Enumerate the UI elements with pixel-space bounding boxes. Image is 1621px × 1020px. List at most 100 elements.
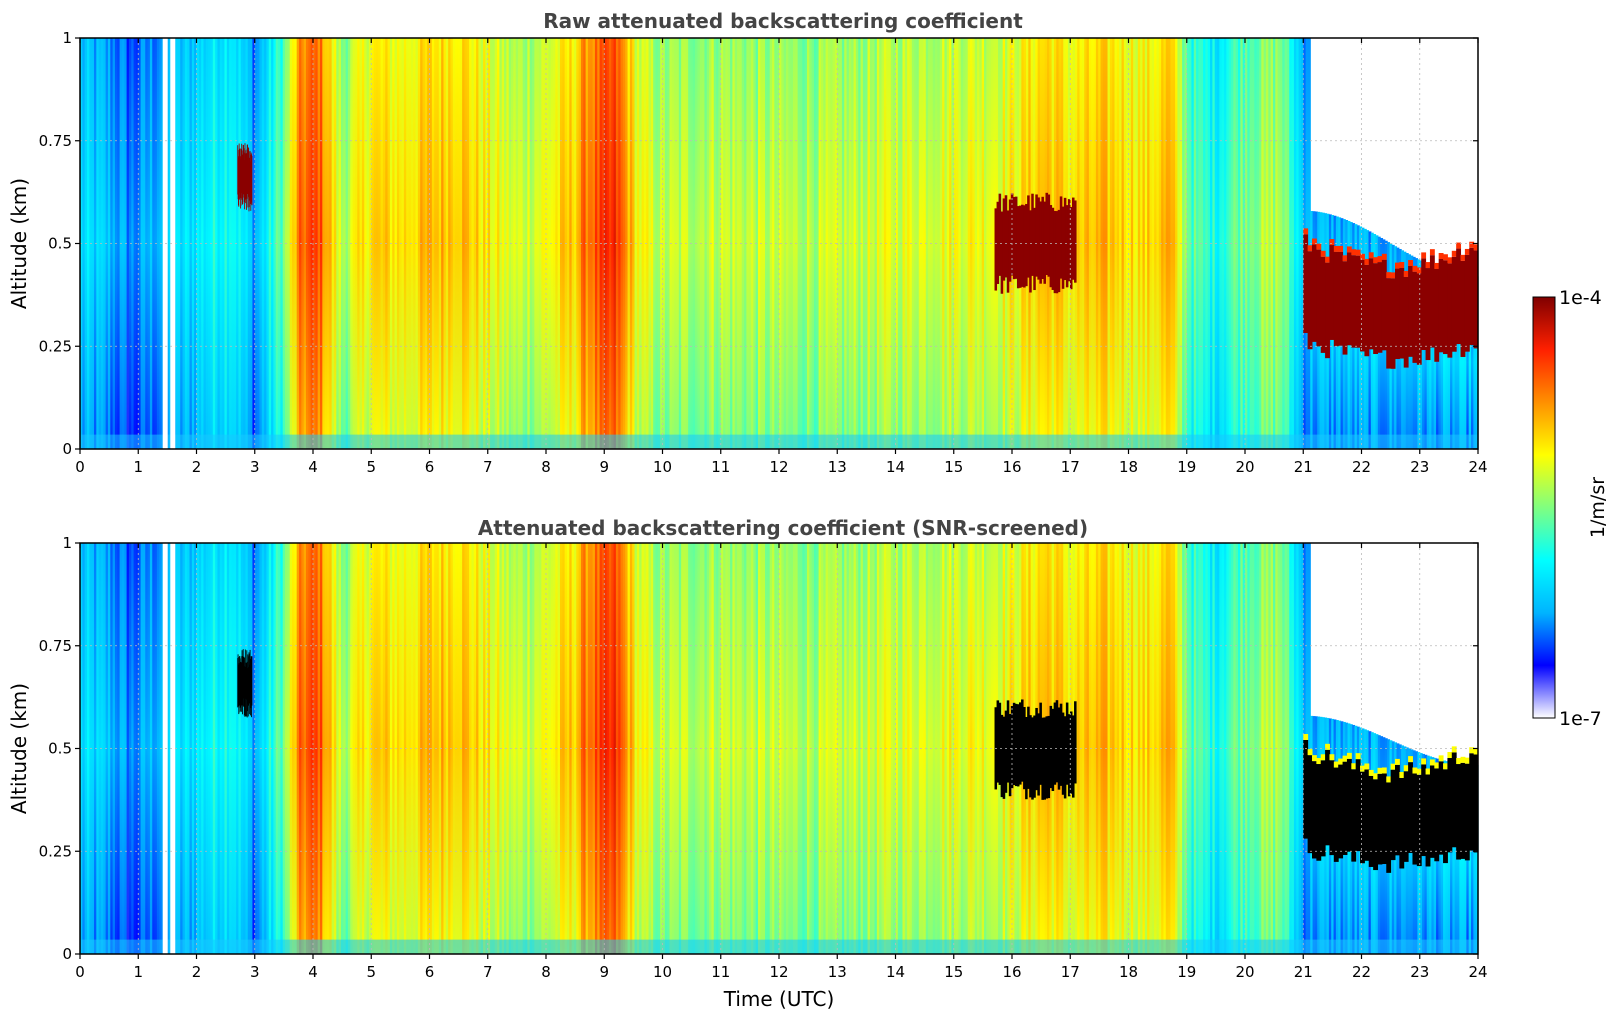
heatmap-column xyxy=(967,543,971,954)
heatmap-column xyxy=(991,38,994,449)
heatmap-column xyxy=(632,543,636,954)
heatmap-column xyxy=(571,38,575,449)
cloud-edge xyxy=(1377,256,1383,263)
heatmap-column xyxy=(1286,543,1290,954)
heatmap-column xyxy=(142,38,146,449)
heatmap-column xyxy=(1268,38,1272,449)
heatmap-column xyxy=(91,38,95,449)
heatmap-column xyxy=(212,543,216,954)
heatmap-column xyxy=(86,543,90,954)
heatmap-column xyxy=(1251,38,1255,449)
heatmap-column xyxy=(382,38,386,449)
heatmap-column xyxy=(1102,543,1106,954)
heatmap-column xyxy=(1128,543,1132,954)
heatmap-column xyxy=(1172,38,1176,449)
cloud-cell xyxy=(996,201,1000,284)
heatmap-column xyxy=(1226,543,1230,954)
heatmap-column xyxy=(1256,38,1260,449)
cloud-edge xyxy=(1351,249,1357,256)
heatmap-column xyxy=(417,38,421,449)
heatmap-column xyxy=(923,543,927,954)
cloud-cell xyxy=(1320,760,1326,857)
cloud-edge xyxy=(1329,754,1335,761)
cloud-cell xyxy=(1355,759,1361,852)
heatmap-column xyxy=(457,543,461,954)
heatmap-column xyxy=(536,543,540,954)
heatmap-column xyxy=(103,38,107,449)
heatmap-column xyxy=(811,543,815,954)
heatmap-column xyxy=(720,543,724,954)
heatmap-column xyxy=(753,38,757,449)
heatmap-column xyxy=(718,543,722,954)
heatmap-column xyxy=(1251,543,1255,954)
heatmap-column xyxy=(266,543,270,954)
heatmap-column xyxy=(751,543,754,954)
heatmap-column xyxy=(282,543,286,954)
heatmap-column xyxy=(622,543,626,954)
heatmap-column xyxy=(471,543,475,954)
heatmap-column xyxy=(105,543,109,954)
cloud-cell xyxy=(1351,769,1357,862)
heatmap-column xyxy=(827,543,831,954)
heatmap-column xyxy=(396,543,400,954)
heatmap-column xyxy=(781,543,785,954)
cloud-cell xyxy=(1025,717,1028,800)
heatmap-column xyxy=(1217,38,1220,449)
heatmap-column xyxy=(1116,543,1120,954)
cloud-cell xyxy=(1039,201,1042,284)
heatmap-column xyxy=(727,543,731,954)
y-ticks-raw: 0 0.25 0.5 0.75 1 xyxy=(39,29,1478,458)
heatmap-column xyxy=(278,38,281,449)
heatmap-column xyxy=(1200,543,1204,954)
heatmap-column xyxy=(487,38,491,449)
cloud-cell xyxy=(1045,192,1049,276)
cloud-cell xyxy=(998,193,1002,276)
heatmap-column xyxy=(317,543,321,954)
heatmap-column xyxy=(427,543,431,954)
cloud-cell xyxy=(1346,758,1352,852)
cloud-cell xyxy=(1403,771,1409,862)
heatmap-column xyxy=(271,543,274,954)
heatmap-column xyxy=(942,38,946,449)
heatmap-column xyxy=(1203,543,1206,954)
heatmap-column xyxy=(191,38,195,449)
x-tick-label: 19 xyxy=(1177,458,1196,476)
heatmap-column xyxy=(313,38,316,449)
cloud-cell xyxy=(1390,769,1396,861)
heatmap-column xyxy=(422,543,426,954)
heatmap-column xyxy=(681,543,685,954)
panel-title-raw: Raw attenuated backscattering coefficien… xyxy=(543,9,1023,33)
x-tick-label: 19 xyxy=(1177,963,1196,981)
heatmap-column xyxy=(636,543,640,954)
x-tick-label: 8 xyxy=(541,458,551,476)
cloud-edge xyxy=(1408,260,1413,267)
heatmap-column xyxy=(387,543,391,954)
heatmap-column xyxy=(741,38,745,449)
cloud-cell xyxy=(1055,700,1059,783)
y-tick-label: 0.5 xyxy=(48,740,72,758)
cloud-cell xyxy=(1412,773,1418,865)
heatmap-column xyxy=(1182,38,1186,449)
cloud-edge xyxy=(1311,755,1317,762)
heatmap-column xyxy=(972,38,976,449)
heatmap-column xyxy=(201,543,205,954)
heatmap-column xyxy=(862,38,866,449)
heatmap-column xyxy=(685,38,689,449)
cloud-cell xyxy=(1360,259,1365,352)
cloud-edge xyxy=(1394,758,1400,765)
cloud-cell xyxy=(1041,196,1044,280)
heatmap-column xyxy=(797,38,801,449)
heatmap-column xyxy=(152,38,156,449)
x-tick-label: 1 xyxy=(133,963,143,981)
heatmap-column xyxy=(1161,38,1165,449)
heatmap-column xyxy=(855,543,859,954)
heatmap-column xyxy=(671,38,675,449)
heatmap-column xyxy=(1221,543,1225,954)
cloud-cell xyxy=(998,702,1002,785)
heatmap-column xyxy=(212,38,216,449)
heatmap-column xyxy=(837,38,841,449)
heatmap-column xyxy=(366,38,370,449)
cloud-edge xyxy=(1325,256,1330,263)
heatmap-column xyxy=(361,38,365,449)
heatmap-column xyxy=(317,38,321,449)
